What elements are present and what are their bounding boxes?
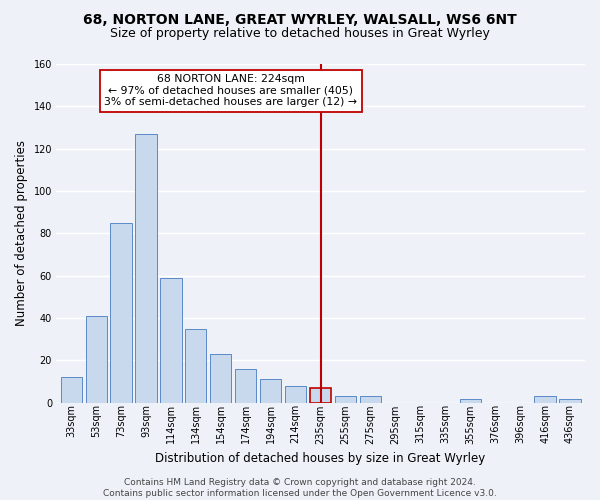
Bar <box>535 396 556 403</box>
Y-axis label: Number of detached properties: Number of detached properties <box>15 140 28 326</box>
Bar <box>460 398 481 403</box>
Bar <box>559 398 581 403</box>
Bar <box>160 278 182 403</box>
Bar <box>110 223 131 403</box>
Bar <box>285 386 306 403</box>
Bar <box>136 134 157 403</box>
Text: Contains HM Land Registry data © Crown copyright and database right 2024.
Contai: Contains HM Land Registry data © Crown c… <box>103 478 497 498</box>
Text: 68, NORTON LANE, GREAT WYRLEY, WALSALL, WS6 6NT: 68, NORTON LANE, GREAT WYRLEY, WALSALL, … <box>83 12 517 26</box>
X-axis label: Distribution of detached houses by size in Great Wyrley: Distribution of detached houses by size … <box>155 452 486 465</box>
Text: Size of property relative to detached houses in Great Wyrley: Size of property relative to detached ho… <box>110 28 490 40</box>
Bar <box>235 369 256 403</box>
Bar <box>260 380 281 403</box>
Bar <box>310 388 331 403</box>
Bar <box>61 378 82 403</box>
Text: 68 NORTON LANE: 224sqm
← 97% of detached houses are smaller (405)
3% of semi-det: 68 NORTON LANE: 224sqm ← 97% of detached… <box>104 74 357 108</box>
Bar <box>86 316 107 403</box>
Bar <box>210 354 232 403</box>
Bar <box>185 328 206 403</box>
Bar <box>360 396 381 403</box>
Bar <box>335 396 356 403</box>
